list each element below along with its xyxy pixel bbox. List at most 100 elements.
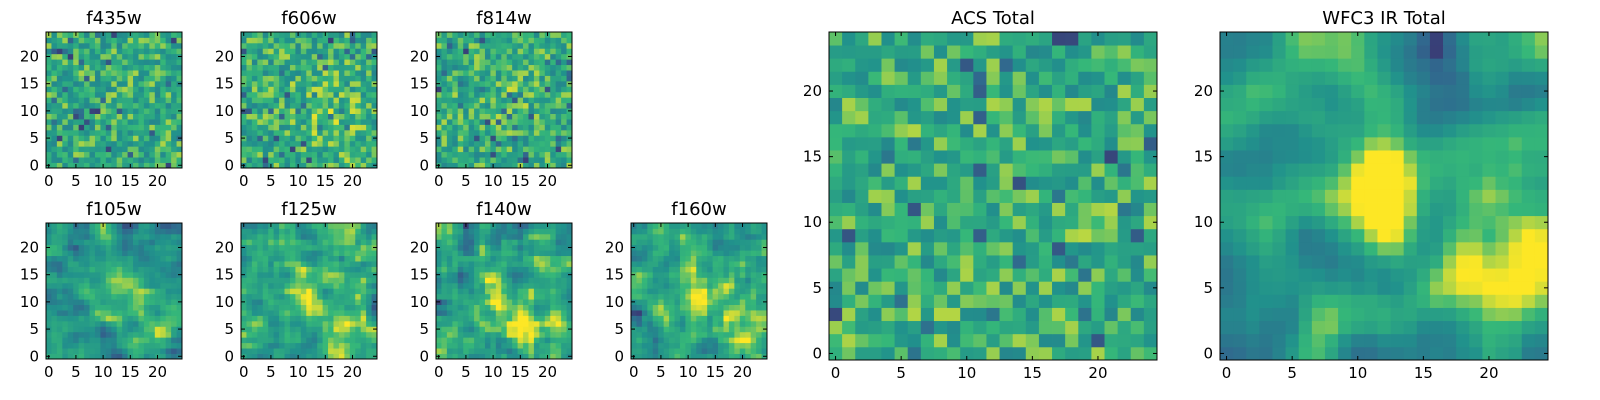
heatmap-cell <box>674 244 681 251</box>
heatmap-cell <box>149 271 156 278</box>
heatmap-cell <box>658 342 665 349</box>
heatmap-cell <box>1025 346 1040 361</box>
heatmap-cell <box>84 271 90 278</box>
heatmap-cell <box>512 288 518 295</box>
heatmap-cell <box>349 102 356 109</box>
heatmap-cell <box>360 75 367 82</box>
heatmap-cell <box>89 59 96 66</box>
heatmap-cell <box>539 250 546 257</box>
heatmap-cell <box>960 307 974 322</box>
heatmap-cell <box>311 282 318 289</box>
heatmap-cell <box>78 228 85 235</box>
heatmap-cell <box>89 282 96 289</box>
heatmap-cell <box>484 244 491 251</box>
heatmap-cell <box>512 223 518 229</box>
heatmap-cell <box>116 70 123 76</box>
heatmap-cell <box>349 239 356 246</box>
heatmap-cell <box>84 331 90 338</box>
heatmap-cell <box>284 315 291 322</box>
heatmap-cell <box>663 233 670 240</box>
heatmap-cell <box>300 271 307 278</box>
heatmap-cell <box>452 320 459 327</box>
heatmap-cell <box>89 102 96 109</box>
heatmap-cell <box>333 70 340 76</box>
heatmap-cell <box>360 244 367 251</box>
heatmap-cell <box>251 239 258 246</box>
heatmap-cell <box>474 282 480 289</box>
heatmap-cell <box>566 277 573 284</box>
heatmap-cell <box>111 75 118 82</box>
heatmap-cell <box>539 223 546 229</box>
heatmap-cell <box>56 102 63 109</box>
heatmap-cell <box>349 140 356 147</box>
heatmap-cell <box>111 223 118 229</box>
heatmap-cell <box>154 108 161 114</box>
heatmap-cell <box>718 271 724 278</box>
heatmap-cell <box>761 304 768 311</box>
heatmap-cell <box>550 124 557 131</box>
heatmap-cell <box>176 342 183 349</box>
heatmap-cell <box>62 320 69 327</box>
heatmap-cell <box>701 271 708 278</box>
heatmap-cell <box>652 348 659 354</box>
heatmap-cell <box>523 228 529 235</box>
heatmap-cell <box>111 86 118 93</box>
heatmap-cell <box>73 337 80 344</box>
heatmap-cell <box>246 271 253 278</box>
heatmap-cell <box>311 266 318 273</box>
heatmap-cell <box>479 288 486 295</box>
heatmap-cell <box>94 75 101 82</box>
heatmap-cell <box>973 150 987 164</box>
heatmap-cell <box>723 250 730 257</box>
heatmap-cell <box>262 119 269 125</box>
heatmap-cell <box>1091 281 1105 295</box>
heatmap-cell <box>566 223 573 229</box>
heatmap-cell <box>122 239 128 246</box>
heatmap-cell <box>273 320 280 327</box>
heatmap-cell <box>566 119 573 125</box>
heatmap-cell <box>154 293 161 300</box>
heatmap-cell <box>62 337 69 344</box>
heatmap-cell <box>149 140 156 147</box>
heatmap-cell <box>160 288 167 295</box>
heatmap-cell <box>696 315 703 322</box>
heatmap-cell <box>663 277 670 284</box>
heatmap-cell <box>734 353 741 360</box>
heatmap-cell <box>138 331 145 338</box>
heatmap-cell <box>512 108 518 114</box>
heatmap-cell <box>366 282 372 289</box>
heatmap-cell <box>89 261 96 267</box>
heatmap-cell <box>566 157 573 163</box>
heatmap-cell <box>631 331 637 338</box>
heatmap-cell <box>371 146 378 153</box>
heatmap-cell <box>355 140 362 147</box>
heatmap-cell <box>533 331 540 338</box>
heatmap-cell <box>463 53 470 60</box>
heatmap-cell <box>750 353 757 360</box>
heatmap-cell <box>512 310 518 316</box>
heatmap-cell <box>62 124 69 131</box>
heatmap-cell <box>317 266 323 273</box>
heatmap-cell <box>176 304 183 311</box>
heatmap-cell <box>761 239 768 246</box>
heatmap-cell <box>344 64 351 71</box>
heatmap-cell <box>474 32 480 38</box>
heatmap-cell <box>311 80 318 87</box>
heatmap-cell <box>566 113 573 120</box>
heatmap-cell <box>484 326 491 333</box>
heatmap-cell <box>311 326 318 333</box>
heatmap-cell <box>105 37 112 44</box>
heatmap-cell <box>273 48 280 55</box>
heatmap-cell <box>523 53 529 60</box>
heatmap-cell <box>701 337 708 344</box>
heatmap-cell <box>171 277 177 284</box>
heatmap-cell <box>690 233 697 240</box>
heatmap-cell <box>631 233 637 240</box>
heatmap-cell <box>78 299 85 305</box>
heatmap-cell <box>920 294 935 308</box>
heatmap-cell <box>446 140 453 147</box>
heatmap-cell <box>289 310 296 316</box>
heatmap-cell <box>100 288 107 295</box>
heatmap-cell <box>338 113 345 120</box>
heatmap-cell <box>468 326 475 333</box>
